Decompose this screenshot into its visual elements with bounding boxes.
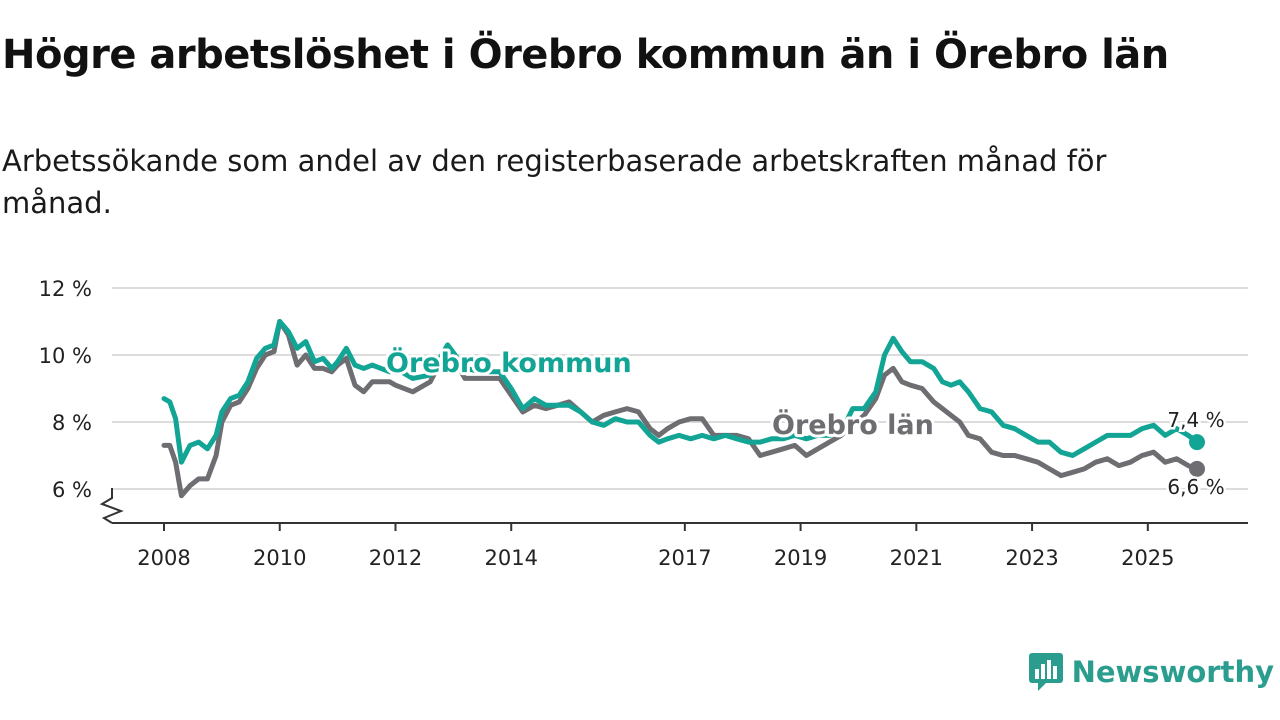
x-tick-label: 2023 bbox=[1005, 546, 1058, 570]
series-lines bbox=[161, 319, 1205, 499]
series-end-point bbox=[1189, 434, 1205, 451]
x-tick-label: 2008 bbox=[137, 546, 190, 570]
x-tick-label: 2019 bbox=[774, 546, 827, 570]
brand-logo[interactable]: Newsworthy bbox=[1028, 652, 1274, 692]
x-tick-label: 2014 bbox=[485, 546, 538, 570]
series-name-label: Örebro län bbox=[772, 408, 934, 441]
chart-subtitle: Arbetssökande som andel av den registerb… bbox=[2, 144, 1107, 220]
x-tick-label: 2017 bbox=[658, 546, 711, 570]
series-end-label: 7,4 % bbox=[1167, 408, 1224, 432]
y-tick-label: 10 % bbox=[39, 344, 92, 368]
x-tick-label: 2012 bbox=[369, 546, 422, 570]
y-tick-label: 6 % bbox=[52, 478, 92, 502]
series-labels: Örebro kommun 7,4 % Örebro län 6,6 % bbox=[383, 343, 1227, 502]
newsworthy-logo-icon bbox=[1028, 653, 1063, 691]
brand-name: Newsworthy bbox=[1071, 655, 1274, 689]
x-tick-label: 2010 bbox=[253, 546, 306, 570]
y-tick-label: 8 % bbox=[52, 411, 92, 435]
y-axis: 6 % 8 % 10 % 12 % bbox=[39, 277, 92, 502]
x-tick-label: 2021 bbox=[890, 546, 943, 570]
series-line bbox=[161, 319, 1200, 465]
series-line bbox=[161, 319, 1200, 499]
x-axis: 2008 2010 2012 2014 2017 2019 2021 2023 2025 bbox=[99, 488, 1248, 570]
y-tick-label: 12 % bbox=[39, 277, 92, 301]
series-end-point bbox=[1189, 460, 1205, 477]
gridlines bbox=[112, 287, 1248, 490]
series-name-label: Örebro kommun bbox=[386, 346, 632, 379]
axis-break-icon bbox=[99, 488, 124, 524]
chart-title: Högre arbetslöshet i Örebro kommun än i … bbox=[2, 32, 1169, 78]
x-tick-label: 2025 bbox=[1121, 546, 1174, 570]
series-end-label: 6,6 % bbox=[1167, 475, 1224, 499]
